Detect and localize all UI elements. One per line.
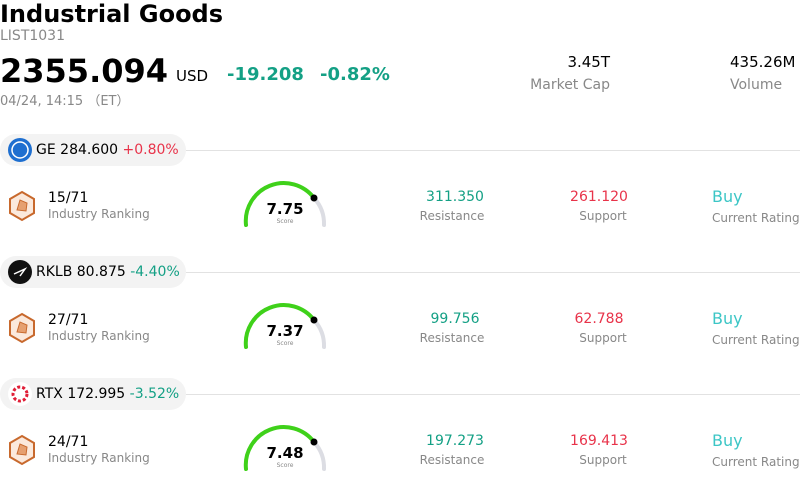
code: LIST1031 bbox=[0, 28, 65, 44]
rank-label: Industry Ranking bbox=[48, 329, 150, 343]
score: 7.37 bbox=[266, 322, 304, 340]
rank-icon bbox=[9, 312, 35, 344]
support: 169.413 bbox=[570, 433, 628, 449]
score: 7.75 bbox=[266, 200, 304, 218]
score-gauge bbox=[243, 303, 327, 349]
ticker-change: +0.80% bbox=[122, 142, 179, 158]
ticker-change: -3.52% bbox=[129, 386, 180, 402]
time: 04/24, 14:15 （ET） bbox=[0, 94, 130, 109]
support-label: Support bbox=[579, 331, 627, 345]
change: -19.208 bbox=[227, 64, 304, 85]
ticker: RKLB bbox=[36, 264, 73, 280]
rating-label: Current Rating bbox=[712, 333, 800, 347]
rank-label: Industry Ranking bbox=[48, 451, 150, 465]
rating: Buy bbox=[712, 187, 743, 206]
ticker: RTX bbox=[36, 386, 63, 402]
divider bbox=[186, 394, 800, 395]
score-label: Score bbox=[276, 462, 294, 469]
resistance-label: Resistance bbox=[419, 453, 485, 467]
support: 62.788 bbox=[574, 311, 624, 327]
divider bbox=[186, 272, 800, 273]
ticker-price: 80.875 bbox=[76, 264, 126, 280]
market-cap-label: Market Cap bbox=[530, 77, 610, 93]
rank: 15/71 bbox=[48, 190, 89, 206]
ticker: GE bbox=[36, 142, 56, 158]
ticker-price: 172.995 bbox=[67, 386, 126, 402]
ticker-price: 284.600 bbox=[60, 142, 119, 158]
logo bbox=[8, 260, 32, 284]
volume-value: 435.26M bbox=[730, 53, 796, 71]
logo bbox=[8, 382, 32, 406]
ticker-line: RTX 172.995 -3.52% bbox=[36, 386, 179, 402]
rank: 27/71 bbox=[48, 312, 89, 328]
logo bbox=[8, 138, 32, 162]
resistance: 197.273 bbox=[426, 433, 484, 449]
change-pct: -0.82% bbox=[320, 64, 390, 85]
score-label: Score bbox=[276, 340, 294, 347]
ticker-line: RKLB 80.875 -4.40% bbox=[36, 264, 180, 280]
resistance: 99.756 bbox=[430, 311, 480, 327]
volume-label: Volume bbox=[730, 77, 783, 93]
support-label: Support bbox=[579, 209, 627, 223]
rating: Buy bbox=[712, 309, 743, 328]
ticker-line: GE 284.600 +0.80% bbox=[36, 142, 179, 158]
ticker-change: -4.40% bbox=[130, 264, 180, 280]
rating-label: Current Rating bbox=[712, 211, 800, 225]
resistance-label: Resistance bbox=[419, 209, 485, 223]
score-label: Score bbox=[276, 218, 294, 225]
currency: USD bbox=[176, 67, 209, 85]
price: 2355.094 bbox=[0, 52, 169, 90]
rank-icon bbox=[9, 190, 35, 222]
rank: 24/71 bbox=[48, 434, 89, 450]
rank-label: Industry Ranking bbox=[48, 207, 150, 221]
score-gauge bbox=[243, 181, 327, 227]
score-gauge bbox=[243, 425, 327, 471]
support-label: Support bbox=[579, 453, 627, 467]
resistance-label: Resistance bbox=[419, 331, 485, 345]
market-cap-value: 3.45T bbox=[567, 53, 610, 71]
rating-label: Current Rating bbox=[712, 455, 800, 469]
resistance: 311.350 bbox=[426, 189, 484, 205]
divider bbox=[186, 150, 800, 151]
rating: Buy bbox=[712, 431, 743, 450]
title: Industrial Goods bbox=[0, 0, 224, 28]
support: 261.120 bbox=[570, 189, 628, 205]
score: 7.48 bbox=[266, 444, 304, 462]
rank-icon bbox=[9, 434, 35, 466]
